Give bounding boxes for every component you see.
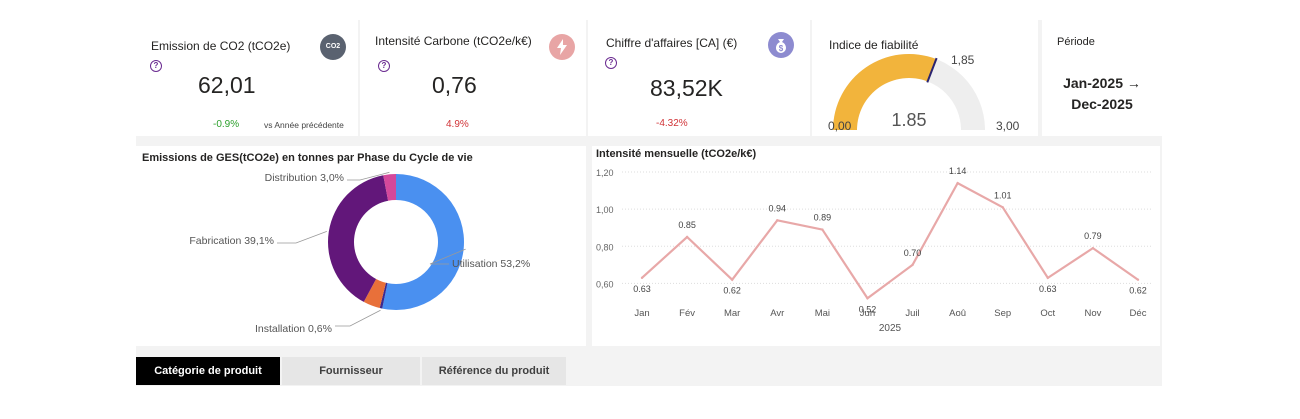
help-icon[interactable]: ? — [150, 60, 162, 72]
x-tick-label: Mai — [815, 308, 830, 319]
donut-slice-label: Fabrication 39,1% — [189, 235, 274, 247]
kpi-delta: -4.32% — [656, 118, 688, 129]
gauge-target-label: 1,85 — [951, 53, 975, 67]
x-tick-label: Déc — [1130, 308, 1147, 319]
gauge-value: 1.85 — [891, 110, 926, 130]
donut-slice-label: Distribution 3,0% — [265, 172, 344, 184]
money-bag-icon: $ — [768, 32, 794, 58]
co2-icon-text: CO2 — [325, 43, 341, 50]
data-point[interactable] — [821, 228, 824, 231]
gauge-chart: 1.85 0,00 3,00 1,85 — [828, 53, 1020, 133]
tab-fournisseur[interactable]: Fournisseur — [282, 357, 420, 385]
line-chart-panel[interactable]: Intensité mensuelle (tCO2e/k€) 0,60 0,80 1… — [592, 146, 1160, 346]
data-point[interactable] — [866, 297, 869, 300]
x-tick-label: Aoû — [949, 308, 966, 319]
kpi-value: 83,52K — [650, 75, 723, 101]
data-label: 0.70 — [904, 248, 922, 258]
y-tick-label: 1,00 — [596, 205, 614, 215]
data-point[interactable] — [640, 276, 644, 280]
kpi-compare-label: vs Année précédente — [264, 120, 344, 130]
data-point[interactable] — [776, 219, 779, 222]
line-chart-title: Intensité mensuelle (tCO2e/k€) — [596, 148, 757, 160]
kpi-title: Emission de CO2 (tCO2e) — [151, 39, 291, 53]
help-icon[interactable]: ? — [605, 57, 617, 69]
data-label: 1.14 — [949, 166, 967, 176]
gauge-min-label: 0,00 — [828, 119, 852, 133]
kpi-title: Intensité Carbone (tCO2e/k€) — [375, 34, 532, 48]
gauge-title: Indice de fiabilité — [829, 38, 919, 52]
x-tick-label: Fév — [679, 308, 695, 319]
donut-slice[interactable] — [379, 282, 388, 309]
y-tick-label: 0,80 — [596, 242, 614, 252]
kpi-title: Chiffre d'affaires [CA] (€) — [606, 36, 738, 50]
data-point[interactable] — [911, 263, 914, 267]
donut-slice[interactable] — [383, 174, 396, 201]
x-tick-label: Sep — [994, 308, 1011, 319]
line-chart: 0,60 0,80 1,00 1,20 0.63 Jan 0.85 Fév 0.62 Mar 0.9… — [596, 166, 1152, 334]
lightning-icon — [549, 34, 575, 60]
x-tick-label: Jan — [634, 308, 649, 319]
donut-chart: Utilisation 53,2% Installation 0,6% Fabric… — [189, 171, 530, 335]
y-tick-label: 1,20 — [596, 168, 614, 178]
donut-leader-line — [429, 248, 466, 265]
kpi-card-chiffre[interactable]: Chiffre d'affaires [CA] (€) $ ? 83,52K -… — [588, 20, 810, 136]
kpi-card-emission[interactable]: Emission de CO2 (tCO2e) CO2 ? 62,01 -0.9… — [136, 20, 358, 136]
period-end: Dec-2025 — [1071, 96, 1133, 112]
gauge-max-label: 3,00 — [996, 119, 1020, 133]
donut-leader-line — [347, 171, 390, 181]
gauge-target-marker — [926, 57, 938, 83]
donut-slice[interactable] — [328, 175, 389, 302]
donut-leader-line — [277, 230, 327, 244]
tab-reference-produit[interactable]: Référence du produit — [422, 357, 566, 385]
kpi-delta: -0.9% — [213, 119, 240, 130]
data-label: 0.63 — [1039, 284, 1057, 294]
tab-categorie-produit[interactable]: Catégorie de produit — [136, 357, 280, 385]
data-label: 0.89 — [814, 213, 832, 223]
x-tick-label: Oct — [1040, 308, 1055, 319]
data-label: 0.63 — [633, 284, 651, 294]
series-line[interactable] — [641, 181, 1139, 300]
data-label: 0.62 — [723, 286, 741, 296]
data-point[interactable] — [1001, 206, 1004, 209]
data-label: 0.94 — [769, 203, 787, 213]
y-tick-label: 0,60 — [596, 279, 614, 289]
data-label: 0.62 — [1129, 286, 1147, 296]
report-canvas: Emission de CO2 (tCO2e) CO2 ? 62,01 -0.9… — [136, 20, 1162, 386]
help-icon[interactable]: ? — [378, 60, 390, 72]
donut-slice[interactable] — [363, 278, 386, 309]
period-card[interactable]: Période Jan-2025 → Dec-2025 — [1042, 20, 1162, 136]
kpi-card-intensite[interactable]: Intensité Carbone (tCO2e/k€) ? 0,76 4.9% — [360, 20, 586, 136]
gauge-card[interactable]: Indice de fiabilité 1.85 0,00 3,00 1,85 — [812, 20, 1038, 136]
x-axis-label: 2025 — [879, 323, 902, 334]
data-point[interactable] — [956, 181, 959, 185]
x-tick-label: Nov — [1084, 308, 1101, 319]
period-start: Jan-2025 → — [1063, 75, 1141, 91]
data-point[interactable] — [1136, 278, 1140, 281]
kpi-value: 0,76 — [432, 72, 477, 98]
kpi-value: 62,01 — [198, 72, 256, 98]
x-tick-label: Jun — [860, 308, 875, 319]
x-tick-label: Juil — [905, 308, 919, 319]
x-tick-label: Avr — [770, 308, 784, 319]
donut-slice-label: Installation 0,6% — [255, 323, 332, 335]
data-label: 0.52 — [859, 304, 877, 314]
donut-panel[interactable]: Emissions de GES(tCO2e) en tonnes par Ph… — [136, 146, 586, 346]
data-label: 0.79 — [1084, 231, 1102, 241]
data-point[interactable] — [685, 235, 689, 239]
period-title: Période — [1057, 36, 1095, 48]
data-label: 0.85 — [678, 220, 696, 230]
donut-leader-line — [335, 309, 381, 327]
x-tick-label: Mar — [724, 308, 740, 319]
co2-icon: CO2 — [320, 34, 346, 60]
donut-slice-label: Utilisation 53,2% — [452, 258, 530, 270]
data-label: 1.01 — [994, 190, 1012, 200]
data-point[interactable] — [1091, 246, 1095, 250]
data-point[interactable] — [1046, 276, 1050, 280]
svg-text:$: $ — [779, 44, 784, 53]
donut-slice[interactable] — [382, 174, 465, 310]
gauge-fill — [833, 53, 937, 130]
data-point[interactable] — [730, 278, 734, 281]
donut-title: Emissions de GES(tCO2e) en tonnes par Ph… — [142, 152, 473, 164]
kpi-delta: 4.9% — [446, 119, 469, 130]
